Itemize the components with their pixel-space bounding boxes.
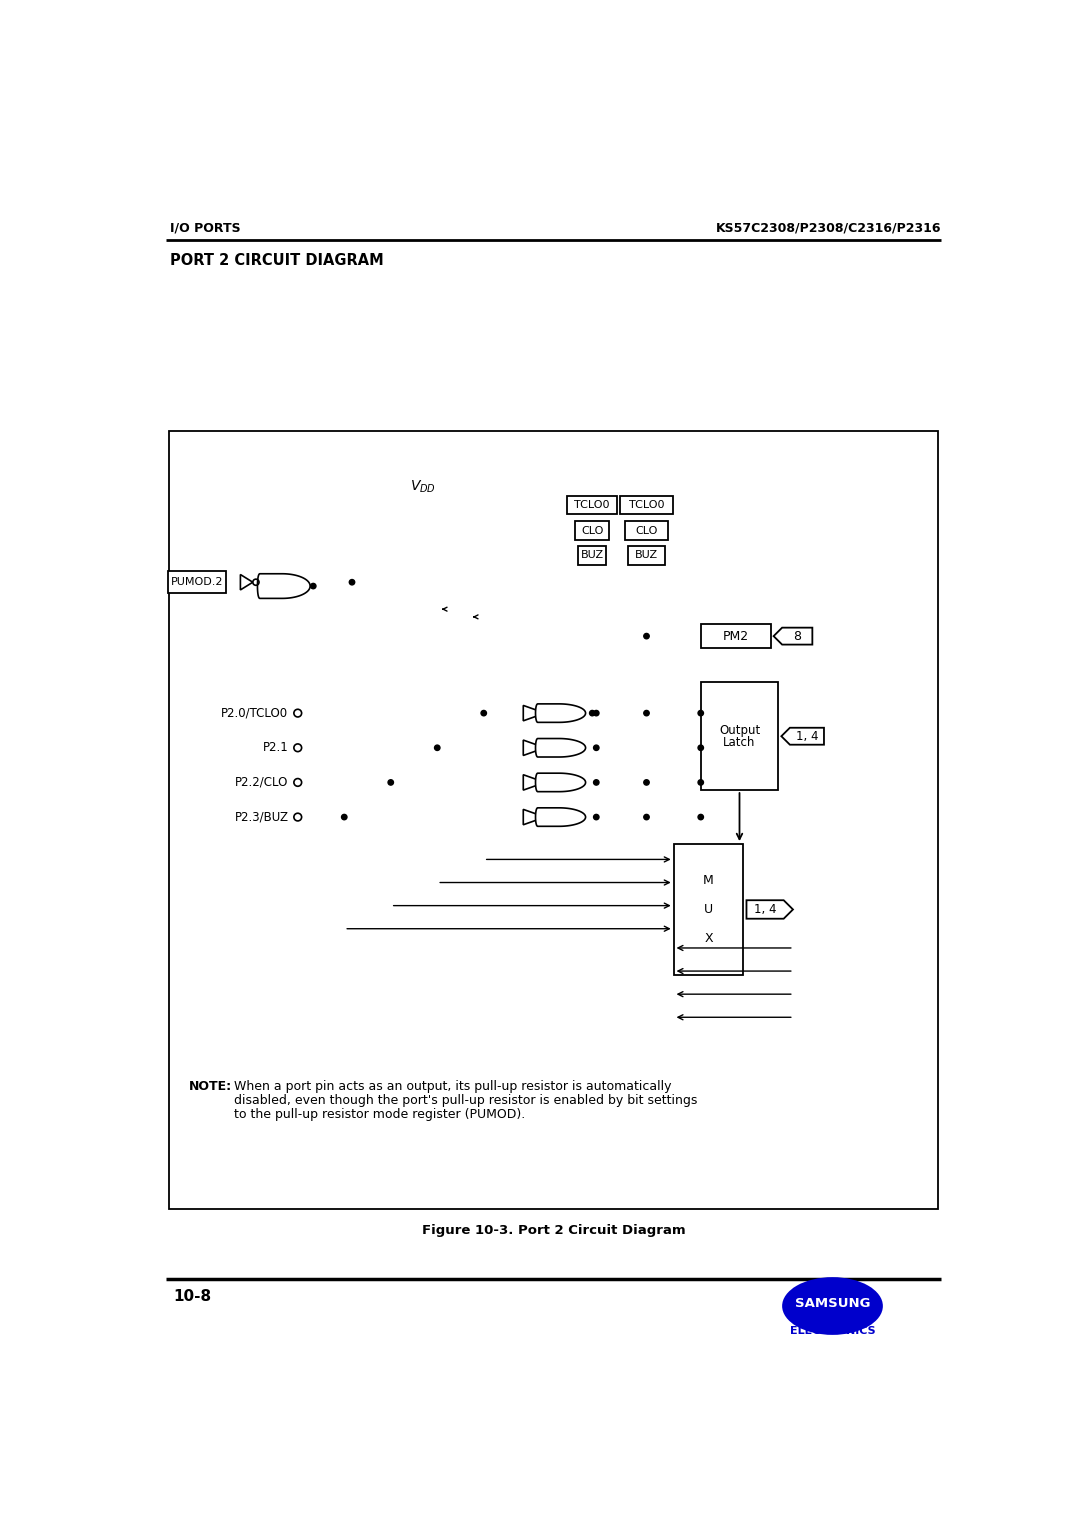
Polygon shape [257,573,310,599]
Circle shape [698,779,703,785]
Circle shape [349,579,354,585]
Circle shape [388,779,393,785]
Bar [701,623,770,648]
Bar [674,843,743,975]
Ellipse shape [782,1277,882,1335]
Polygon shape [746,900,793,918]
Polygon shape [773,628,812,645]
Circle shape [594,746,599,750]
Text: U: U [704,903,713,915]
Circle shape [590,711,595,715]
Text: SAMSUNG: SAMSUNG [795,1297,870,1309]
Polygon shape [781,727,824,744]
Text: 10-8: 10-8 [174,1290,212,1305]
Circle shape [698,711,703,715]
Circle shape [434,746,440,750]
Text: 1, 4: 1, 4 [754,903,777,915]
Text: disabled, even though the port's pull-up resistor is enabled by bit settings: disabled, even though the port's pull-up… [234,1094,698,1106]
Bar [625,521,669,539]
Text: KS57C2308/P2308/C2316/P2316: KS57C2308/P2308/C2316/P2316 [715,222,941,234]
Text: PM2: PM2 [723,630,748,643]
Text: NOTE:: NOTE: [189,1080,232,1093]
Circle shape [644,634,649,639]
Circle shape [644,779,649,785]
Text: BUZ: BUZ [581,550,604,561]
Text: I/O PORTS: I/O PORTS [170,222,241,234]
Bar [627,545,665,564]
Circle shape [698,746,703,750]
Text: to the pull-up resistor mode register (PUMOD).: to the pull-up resistor mode register (P… [234,1108,526,1122]
Polygon shape [524,810,545,825]
Circle shape [644,711,649,715]
Circle shape [481,711,486,715]
Text: X: X [704,932,713,944]
Text: PORT 2 CIRCUIT DIAGRAM: PORT 2 CIRCUIT DIAGRAM [170,252,383,267]
Bar [578,545,606,564]
Text: M: M [703,874,714,888]
Bar [576,521,609,539]
Text: TCLO0: TCLO0 [629,500,664,510]
Circle shape [311,584,316,588]
Polygon shape [536,773,585,792]
Polygon shape [524,740,545,755]
Text: P2.2/CLO: P2.2/CLO [235,776,288,788]
Text: BUZ: BUZ [635,550,658,561]
Bar [567,497,617,515]
Text: 8: 8 [793,630,801,643]
Text: TCLO0: TCLO0 [575,500,610,510]
Text: When a port pin acts as an output, its pull-up resistor is automatically: When a port pin acts as an output, its p… [234,1080,672,1093]
Circle shape [594,779,599,785]
Polygon shape [524,775,545,790]
Bar [170,431,937,1209]
Text: Figure 10-3. Port 2 Circuit Diagram: Figure 10-3. Port 2 Circuit Diagram [421,1224,686,1238]
Polygon shape [524,706,545,721]
Bar [701,683,779,790]
Circle shape [698,814,703,819]
Polygon shape [536,738,585,756]
Text: Output: Output [719,724,760,736]
Polygon shape [536,704,585,723]
Circle shape [594,711,599,715]
Polygon shape [536,808,585,827]
Text: Latch: Latch [724,736,756,749]
Text: P2.3/BUZ: P2.3/BUZ [234,810,288,824]
Text: $V_{DD}$: $V_{DD}$ [410,478,436,495]
Text: CLO: CLO [635,526,658,536]
Text: P2.0/TCLO0: P2.0/TCLO0 [221,706,288,720]
Circle shape [341,814,347,819]
Text: 1, 4: 1, 4 [796,730,819,743]
Circle shape [594,814,599,819]
Text: CLO: CLO [581,526,604,536]
Circle shape [644,814,649,819]
Text: ELECTRONICS: ELECTRONICS [789,1326,875,1335]
Bar [167,571,227,593]
Bar [620,497,673,515]
Text: P2.1: P2.1 [262,741,288,755]
Polygon shape [241,575,253,590]
Text: PUMOD.2: PUMOD.2 [171,578,224,587]
